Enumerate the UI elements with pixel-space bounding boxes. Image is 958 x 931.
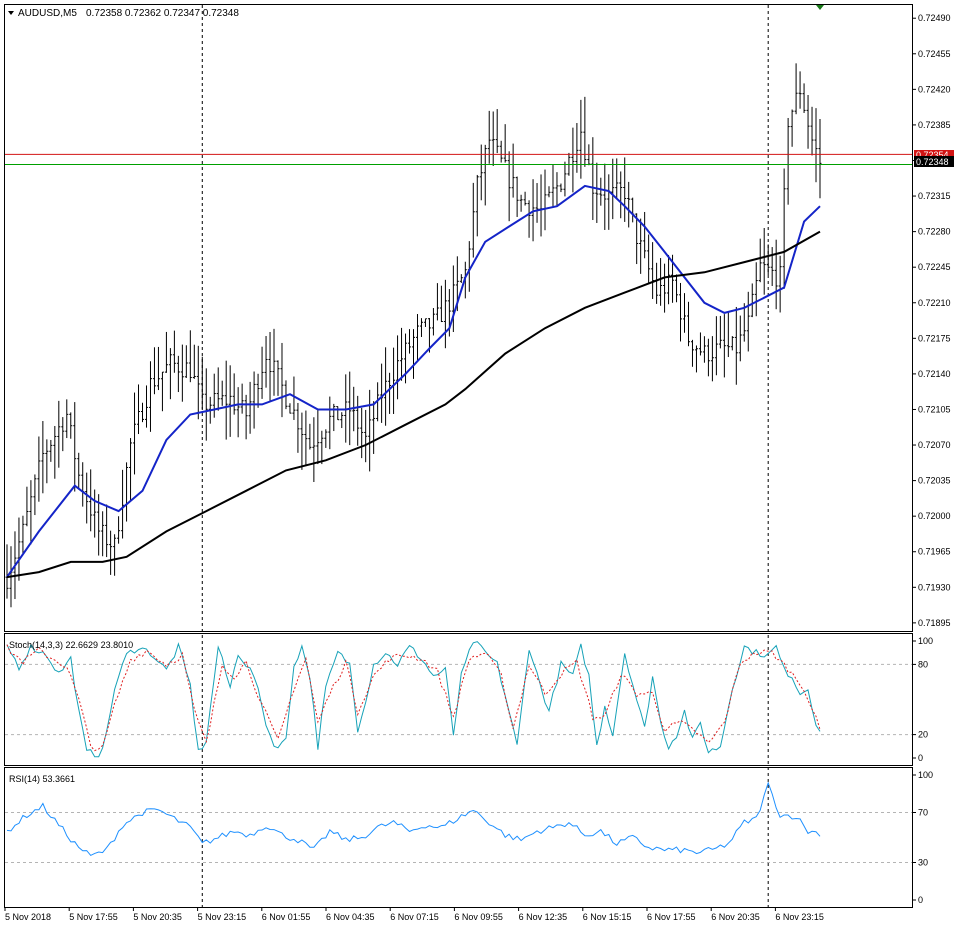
time-tick-label: 6 Nov 15:15 bbox=[583, 912, 632, 922]
dropdown-triangle-icon[interactable] bbox=[8, 11, 14, 15]
price-tick-label: 0.72315 bbox=[918, 191, 951, 201]
stoch-tick-label: 20 bbox=[918, 730, 928, 740]
price-tick-label: 0.72000 bbox=[918, 511, 951, 521]
time-axis: 5 Nov 2018 5 Nov 17:55 5 Nov 20:35 5 Nov 23… bbox=[4, 907, 824, 922]
price-axis: 0.724900.724550.724200.723850.723500.723… bbox=[912, 13, 951, 628]
rsi-tick-label: 0 bbox=[918, 895, 923, 905]
price-tick-label: 0.71930 bbox=[918, 582, 951, 592]
time-tick-label: 6 Nov 04:35 bbox=[326, 912, 375, 922]
price-tick-label: 0.71895 bbox=[918, 618, 951, 628]
stoch-series bbox=[6, 641, 821, 758]
stoch-signal-line bbox=[6, 644, 821, 752]
rsi-axis: 100 70 30 0 bbox=[912, 770, 933, 905]
vertical-separators bbox=[201, 5, 769, 907]
time-tick-label: 6 Nov 07:15 bbox=[390, 912, 439, 922]
stoch-level-lines bbox=[5, 663, 912, 736]
ma-slow-line bbox=[6, 230, 821, 579]
price-panel[interactable] bbox=[4, 4, 913, 632]
rsi-line bbox=[6, 781, 821, 857]
time-tick-label: 5 Nov 17:55 bbox=[69, 912, 118, 922]
price-tick-label: 0.72280 bbox=[918, 227, 951, 237]
price-tick-label: 0.72490 bbox=[918, 13, 951, 23]
rsi-series bbox=[6, 781, 821, 857]
stoch-main-line bbox=[6, 641, 821, 758]
time-tick-label: 6 Nov 01:55 bbox=[262, 912, 311, 922]
price-tick-label: 0.71965 bbox=[918, 547, 951, 557]
time-tick-label: 6 Nov 23:15 bbox=[775, 912, 824, 922]
bid-price-label: 0.72354 bbox=[916, 150, 949, 160]
price-bars bbox=[5, 63, 822, 608]
stoch-axis: 100 80 20 0 bbox=[912, 636, 933, 763]
moving-averages bbox=[6, 184, 821, 579]
price-tick-label: 0.72070 bbox=[918, 440, 951, 450]
time-tick-label: 5 Nov 23:15 bbox=[198, 912, 247, 922]
price-tick-label: 0.72455 bbox=[918, 49, 951, 59]
rsi-title: RSI(14) 53.3661 bbox=[9, 774, 75, 784]
last-price-label: 0.72348 bbox=[916, 157, 949, 167]
price-tick-label: 0.72175 bbox=[918, 333, 951, 343]
ma-fast-line bbox=[6, 184, 821, 578]
rsi-tick-label: 70 bbox=[918, 808, 928, 818]
time-tick-label: 6 Nov 12:35 bbox=[519, 912, 568, 922]
rsi-tick-label: 30 bbox=[918, 858, 928, 868]
price-tick-label: 0.72385 bbox=[918, 120, 951, 130]
stoch-tick-label: 100 bbox=[918, 636, 933, 646]
bid-price-box bbox=[914, 150, 954, 160]
price-lines bbox=[5, 153, 912, 166]
stoch-tick-label: 0 bbox=[918, 753, 923, 763]
symbol-title: AUDUSD,M5 bbox=[18, 8, 77, 19]
time-tick-label: 5 Nov 20:35 bbox=[133, 912, 182, 922]
stoch-tick-label: 80 bbox=[918, 659, 928, 669]
rsi-tick-label: 100 bbox=[918, 770, 933, 780]
ohlc-values: 0.72358 0.72362 0.72347 0.72348 bbox=[86, 8, 239, 19]
time-tick-label: 6 Nov 09:55 bbox=[454, 912, 503, 922]
stoch-title: Stoch(14,3,3) 22.6629 23.8010 bbox=[9, 640, 133, 650]
last-price-box bbox=[914, 156, 954, 167]
price-tick-label: 0.72140 bbox=[918, 369, 951, 379]
price-tick-label: 0.72420 bbox=[918, 84, 951, 94]
time-tick-label: 6 Nov 17:55 bbox=[647, 912, 696, 922]
scroll-marker-icon[interactable] bbox=[816, 5, 824, 10]
price-tick-label: 0.72245 bbox=[918, 262, 951, 272]
price-tick-label: 0.72210 bbox=[918, 298, 951, 308]
rsi-panel[interactable] bbox=[4, 767, 913, 908]
time-tick-label: 5 Nov 2018 bbox=[5, 912, 51, 922]
rsi-level-lines bbox=[5, 812, 912, 863]
price-tick-label: 0.72035 bbox=[918, 476, 951, 486]
time-tick-label: 6 Nov 20:35 bbox=[711, 912, 760, 922]
price-tick-label: 0.72105 bbox=[918, 404, 951, 414]
